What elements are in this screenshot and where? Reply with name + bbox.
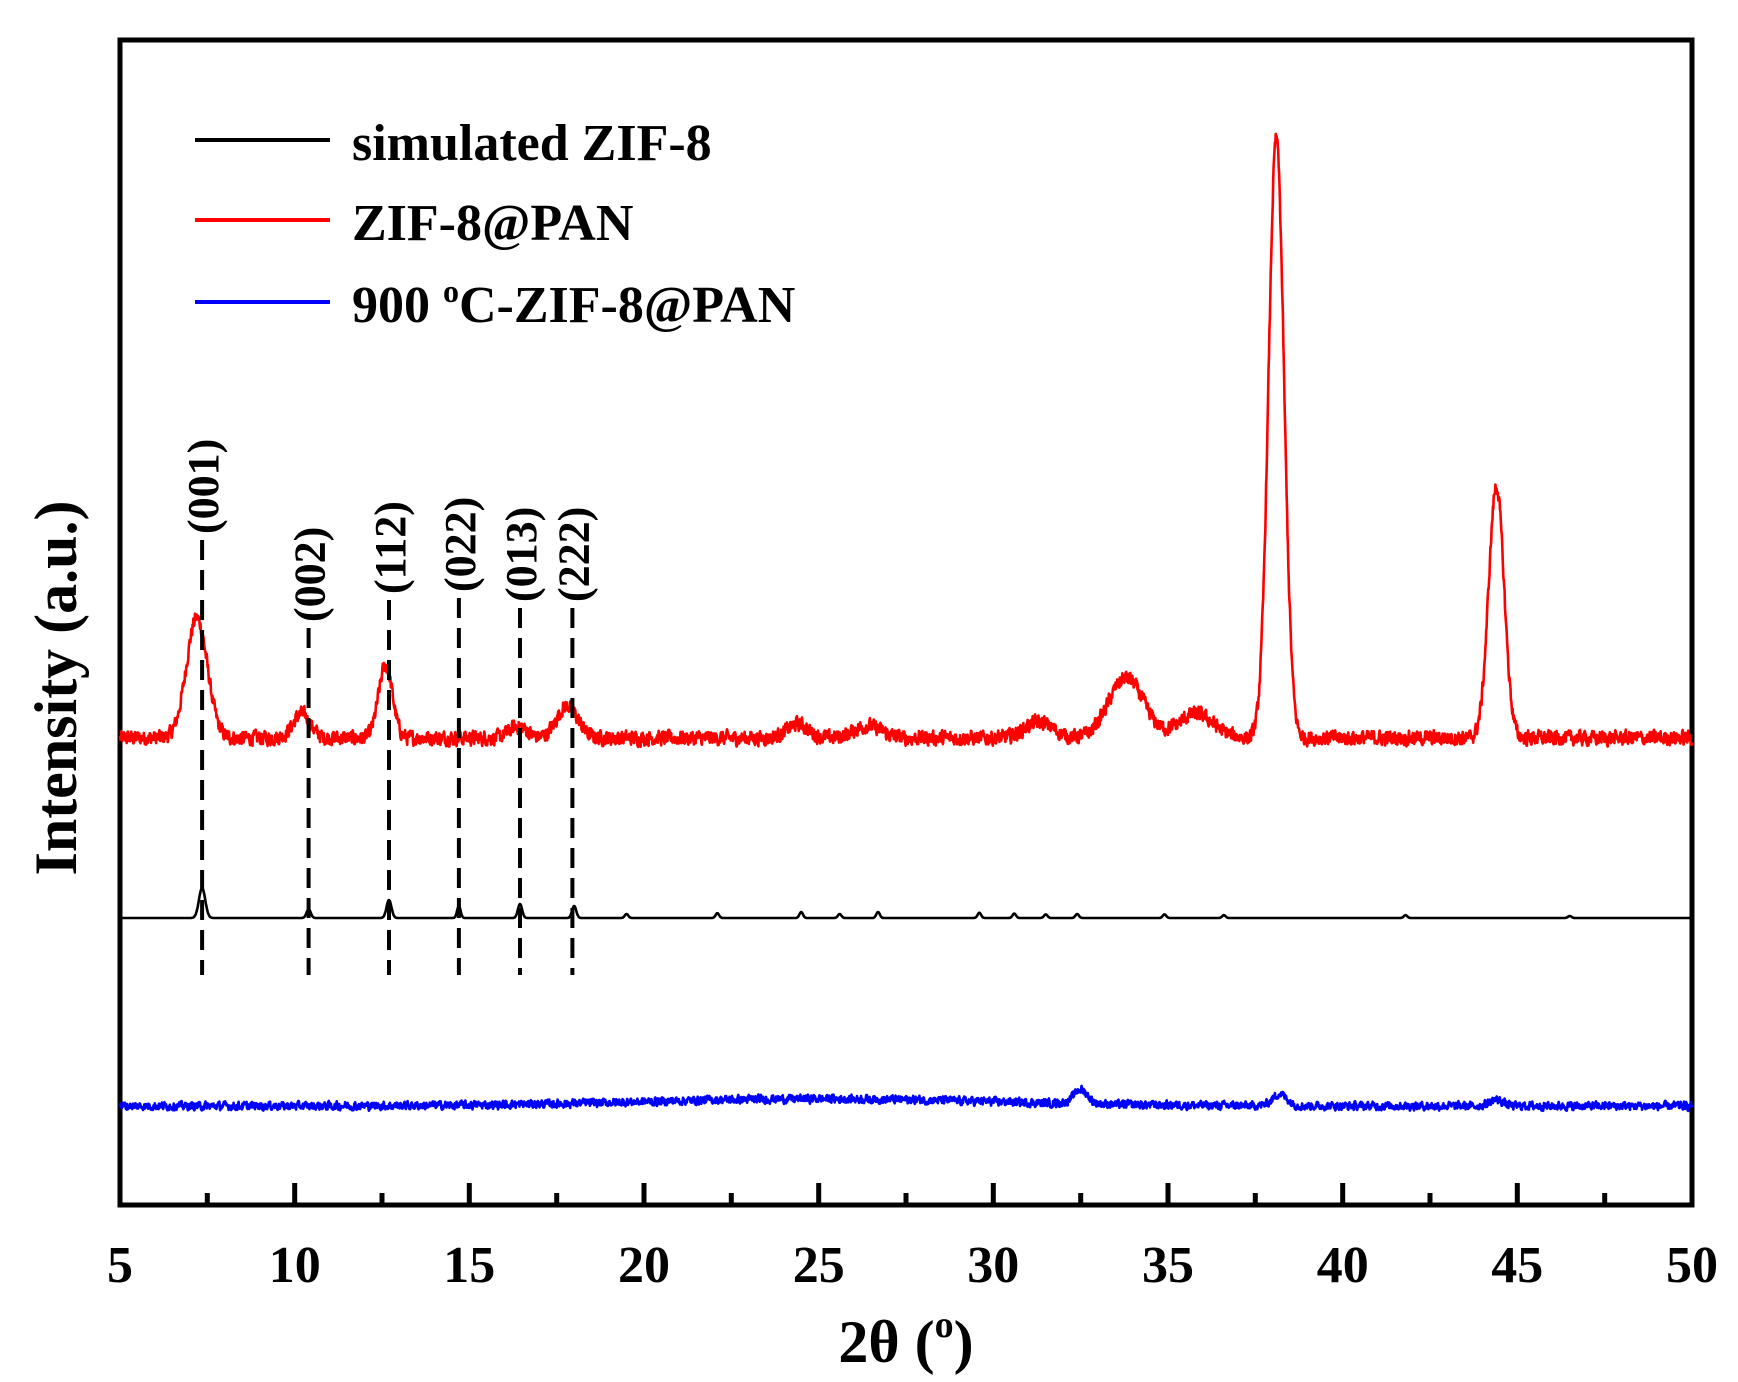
x-tick-label-15: 15 — [443, 1237, 495, 1294]
series-line-simulated — [119, 886, 1693, 920]
hkl-label-002: (002) — [286, 527, 335, 622]
series-line-900c — [118, 1084, 1694, 1113]
x-axis-ticks: 5 10 15 20 25 30 35 40 45 50 — [107, 1183, 1718, 1294]
x-tick-label-30: 30 — [967, 1237, 1019, 1294]
hkl-label-001: (001) — [179, 439, 228, 534]
x-tick-label-5: 5 — [107, 1237, 133, 1294]
legend: simulated ZIF-8 ZIF-8@PAN 900 oC-ZIF-8@P… — [195, 115, 795, 334]
x-tick-label-45: 45 — [1491, 1237, 1543, 1294]
hkl-label-222: (222) — [549, 507, 598, 602]
annotation-layer: (001) (002) (112) (022) (013) (222) — [179, 439, 598, 975]
legend-label-simulated: simulated ZIF-8 — [352, 115, 712, 172]
legend-label-900c: 900 oC-ZIF-8@PAN — [352, 273, 795, 334]
hkl-label-112: (112) — [366, 501, 415, 594]
x-tick-label-10: 10 — [269, 1237, 321, 1294]
y-axis-label: Intensity (a.u.) — [23, 500, 89, 875]
x-tick-label-20: 20 — [618, 1237, 670, 1294]
x-tick-label-40: 40 — [1317, 1237, 1369, 1294]
x-tick-label-25: 25 — [793, 1237, 845, 1294]
legend-label-zif8pan: ZIF-8@PAN — [352, 195, 633, 252]
x-tick-label-35: 35 — [1142, 1237, 1194, 1294]
x-axis-label: 2θ (o) — [838, 1304, 973, 1375]
series-layer — [118, 132, 1694, 1113]
hkl-label-022: (022) — [436, 497, 485, 592]
hkl-label-013: (013) — [497, 507, 546, 602]
series-line-zif8pan — [118, 132, 1694, 749]
x-tick-label-50: 50 — [1666, 1237, 1718, 1294]
